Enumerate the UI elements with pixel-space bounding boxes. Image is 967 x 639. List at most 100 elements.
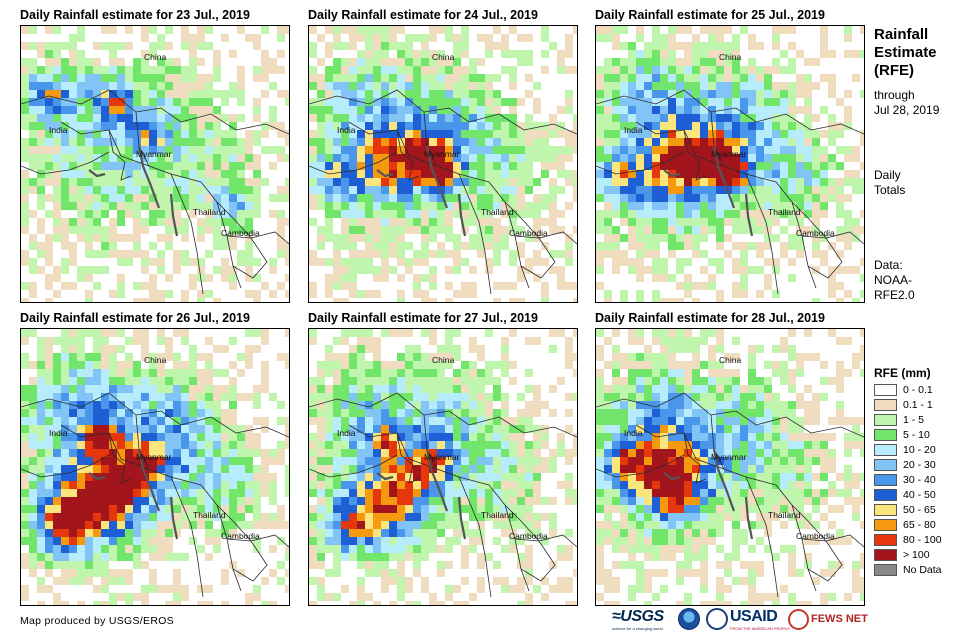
rainfall-map: China India Myanmar Thailand Cambodia [595,328,865,606]
data-source: RFE2.0 [874,288,915,302]
map-label-india: India [49,428,68,438]
usgs-logo-icon: ≈USGS science for a changing world [612,606,674,634]
map-label-thailand: Thailand [481,207,514,217]
rainfall-map: China India Myanmar Thailand Cambodia [308,25,578,303]
fewsnet-logo-text: FEWS NET [811,613,868,625]
data-source-block: Data: NOAA- RFE2.0 [874,258,964,303]
legend-swatch [874,489,897,501]
legend-item: 1 - 5 [874,413,964,428]
map-label-cambodia: Cambodia [509,228,548,238]
rainfall-map-svg: China India Myanmar Thailand Cambodia [309,26,577,302]
legend-item: 5 - 10 [874,428,964,443]
totals-label: Totals [874,183,906,197]
legend-item: 0 - 0.1 [874,383,964,398]
usgs-logo-tagline: science for a changing world [612,626,663,631]
map-label-cambodia: Cambodia [796,531,835,541]
legend-swatch [874,504,897,516]
rfe-title: Rainfall Estimate (RFE) [874,26,964,80]
map-credit: Map produced by USGS/EROS [20,615,174,627]
daily-label: Daily [874,168,901,182]
map-label-india: India [49,125,68,135]
map-label-thailand: Thailand [768,510,801,520]
rainfall-map: China India Myanmar Thailand Cambodia [20,25,290,303]
us-seal-icon [706,606,728,634]
map-label-india: India [337,428,356,438]
country-borders [309,392,577,598]
legend-title: RFE (mm) [874,366,931,380]
country-borders [21,89,289,295]
legend-item: 50 - 65 [874,503,964,518]
map-label-cambodia: Cambodia [796,228,835,238]
legend-swatch [874,384,897,396]
map-label-india: India [337,125,356,135]
map-label-cambodia: Cambodia [509,531,548,541]
rainfall-map: China India Myanmar Thailand Cambodia [595,25,865,303]
usaid-logo-icon: USAID FROM THE AMERICAN PEOPLE [730,606,790,634]
rfe-title-line: (RFE) [874,62,914,79]
noaa-logo-icon [677,606,701,634]
data-label: Data: [874,258,903,272]
legend-label: 5 - 10 [903,429,930,441]
country-borders [21,392,289,598]
legend-label: 10 - 20 [903,444,936,456]
rfe-title-line: Estimate [874,44,937,61]
rainfall-map-svg: China India Myanmar Thailand Cambodia [309,329,577,605]
through-label: through [874,88,915,102]
legend-item: 20 - 30 [874,458,964,473]
panel-title: Daily Rainfall estimate for 24 Jul., 201… [308,8,538,22]
country-borders [309,89,577,295]
map-label-myanmar: Myanmar [424,452,460,462]
map-label-cambodia: Cambodia [221,228,260,238]
map-label-myanmar: Myanmar [711,149,747,159]
rainfall-map: China India Myanmar Thailand Cambodia [308,328,578,606]
legend-item: > 100 [874,548,964,563]
map-label-thailand: Thailand [193,207,226,217]
map-label-thailand: Thailand [768,207,801,217]
map-label-cambodia: Cambodia [221,531,260,541]
data-source: NOAA- [874,273,913,287]
legend-label: 0.1 - 1 [903,399,933,411]
legend-swatch [874,429,897,441]
panel-title: Daily Rainfall estimate for 27 Jul., 201… [308,311,538,325]
legend-label: 80 - 100 [903,534,942,546]
daily-totals-block: Daily Totals [874,168,964,198]
map-label-myanmar: Myanmar [136,149,172,159]
map-label-myanmar: Myanmar [711,452,747,462]
map-label-myanmar: Myanmar [136,452,172,462]
map-label-china: China [432,355,454,365]
rainfall-map: China India Myanmar Thailand Cambodia [20,328,290,606]
rainfall-map-svg: China India Myanmar Thailand Cambodia [21,329,289,605]
usaid-logo-text: USAID [730,608,778,625]
country-borders [596,392,864,598]
panel-title: Daily Rainfall estimate for 25 Jul., 201… [595,8,825,22]
legend-item: 10 - 20 [874,443,964,458]
legend-item: 40 - 50 [874,488,964,503]
legend-label: 40 - 50 [903,489,936,501]
usaid-logo-tagline: FROM THE AMERICAN PEOPLE [730,626,790,631]
fewsnet-logo-icon: FEWS NET [788,606,868,634]
panel-title: Daily Rainfall estimate for 23 Jul., 201… [20,8,250,22]
legend-item: 0.1 - 1 [874,398,964,413]
map-label-myanmar: Myanmar [424,149,460,159]
legend-label: No Data [903,564,942,576]
map-label-china: China [719,355,741,365]
panel-title: Daily Rainfall estimate for 26 Jul., 201… [20,311,250,325]
legend-swatch [874,549,897,561]
legend-label: > 100 [903,549,930,561]
map-label-china: China [144,355,166,365]
map-label-thailand: Thailand [193,510,226,520]
rfe-title-line: Rainfall [874,26,929,43]
rainfall-map-svg: China India Myanmar Thailand Cambodia [21,26,289,302]
rainfall-map-svg: China India Myanmar Thailand Cambodia [596,26,864,302]
legend-swatch [874,399,897,411]
legend-item: 80 - 100 [874,533,964,548]
rainfall-map-svg: China India Myanmar Thailand Cambodia [596,329,864,605]
country-borders [596,89,864,295]
legend-label: 20 - 30 [903,459,936,471]
legend-item: 30 - 40 [874,473,964,488]
legend-label: 65 - 80 [903,519,936,531]
legend-label: 1 - 5 [903,414,925,426]
map-label-india: India [624,125,643,135]
legend-swatch [874,519,897,531]
legend-swatch [874,414,897,426]
